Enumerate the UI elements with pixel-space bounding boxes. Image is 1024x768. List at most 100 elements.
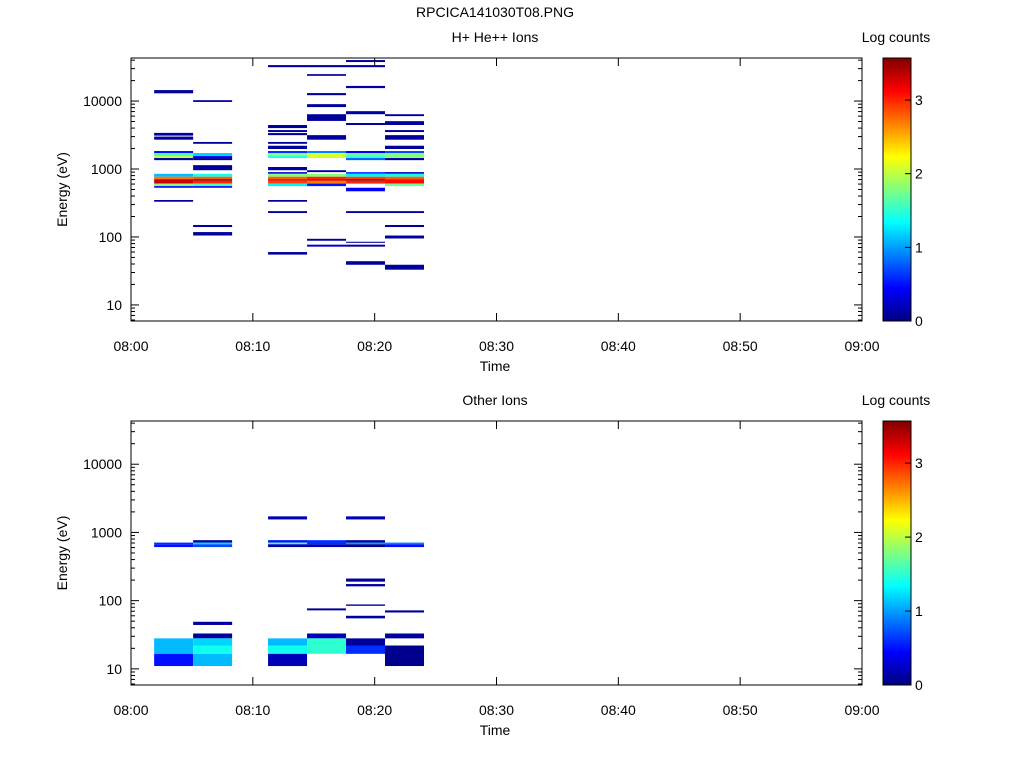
heatmap-cell [307,93,347,96]
heatmap-cell [307,180,347,184]
y-tick-label: 10000 [83,456,122,472]
heatmap-cell [154,542,194,545]
heatmap-cell [193,158,233,161]
heatmap-cell [268,176,308,180]
y-tick-label: 1000 [91,161,122,177]
heatmap-cell [385,135,425,140]
heatmap-cell [268,153,308,157]
heatmap-cell [346,85,386,89]
heatmap-cell [346,123,386,126]
heatmap-cell [193,179,233,181]
colorbar-gradient [882,420,912,686]
heatmap-cell [346,172,386,174]
heatmap-cell [307,114,347,121]
heatmap-cell [154,156,194,159]
heatmap-cell [346,604,386,606]
heatmap-cell [385,145,425,149]
heatmap-cell [193,638,233,646]
colorbar-tick-label: 1 [915,239,923,255]
x-tick-label: 09:00 [844,338,879,354]
heatmap-cell [346,615,386,619]
heatmap-cell [307,170,347,173]
heatmap-cell [268,540,308,543]
heatmap-cell [193,645,233,654]
x-tick-label: 08:10 [235,338,270,354]
colorbar-tick-label: 0 [915,313,923,329]
heatmap-cell [346,179,386,181]
heatmap-cell [307,244,347,247]
colorbar-tick-label: 1 [915,603,923,619]
x-tick-label: 08:20 [357,702,392,718]
x-tick-label: 08:50 [723,338,758,354]
heatmap-cell [385,173,425,177]
heatmap-cell [385,633,425,639]
heatmap-cell [385,130,425,133]
heatmap-cell [154,183,194,187]
x-axis-label: Time [480,358,511,374]
heatmap-cell [307,608,347,611]
heatmap-cell [154,90,194,94]
heatmap-cell [268,173,308,177]
figure-title: RPCICA141030T08.PNG [416,4,574,20]
heatmap-cell [307,540,347,545]
heatmap-cell [268,172,308,174]
heatmap-cell [385,172,425,174]
colorbar-label: Log counts [862,29,931,45]
panel-title: H+ He++ Ions [452,29,539,45]
heatmap-cell [154,645,194,654]
heatmap-cell [268,544,308,548]
heatmap-cell [346,540,386,543]
heatmap-cell [307,638,347,654]
x-tick-label: 08:40 [601,702,636,718]
colorbar-gradient [882,57,912,322]
heatmap-cell [154,136,194,140]
heatmap-cell [385,151,425,154]
heatmap-cell [268,133,308,136]
heatmap-cell [193,186,233,188]
heatmap-cell [268,252,308,255]
heatmap-cell [346,542,386,545]
heatmap-cell [307,74,347,76]
heatmap-cell [193,232,233,236]
heatmap-cell [307,183,347,187]
heatmap-cell [346,516,386,520]
heatmap-cell [307,633,347,639]
heatmap-cell [346,261,386,265]
heatmap-cell [268,211,308,214]
heatmap-cell [154,638,194,646]
heatmap-cell [193,633,233,639]
heatmap-cell [385,542,425,545]
heatmap-cell [385,235,425,239]
plot-frame [130,420,863,686]
heatmap-cell [268,645,308,654]
heatmap-cell [346,173,386,177]
y-axis-label: Energy (eV) [54,152,70,227]
heatmap-cell [307,65,347,68]
heatmap-cell [385,183,425,187]
y-tick-label: 100 [99,229,123,245]
heatmap-cell [193,173,233,177]
heatmap-cell [385,176,425,180]
heatmap-cell [154,173,194,177]
heatmap-cell [346,244,386,247]
heatmap-cell [193,621,233,625]
heatmap-cell [268,125,308,129]
heatmap-cell [268,179,308,181]
heatmap-cell [193,224,233,228]
x-tick-label: 08:20 [357,338,392,354]
heatmap-cell [385,179,425,184]
heatmap-cell [154,151,194,154]
heatmap-cell [193,544,233,548]
heatmap-cell [385,153,425,159]
heatmap-cell [346,241,386,243]
heatmap-cell [346,151,386,154]
heatmap-cell [154,186,194,188]
heatmap-cell [154,153,194,157]
colorbar-tick-label: 3 [915,455,923,471]
heatmap-cell [385,121,425,126]
heatmap-cell [346,211,386,214]
panel-title: Other Ions [462,392,527,408]
heatmap-cell [346,180,386,184]
heatmap-cell [268,542,308,545]
